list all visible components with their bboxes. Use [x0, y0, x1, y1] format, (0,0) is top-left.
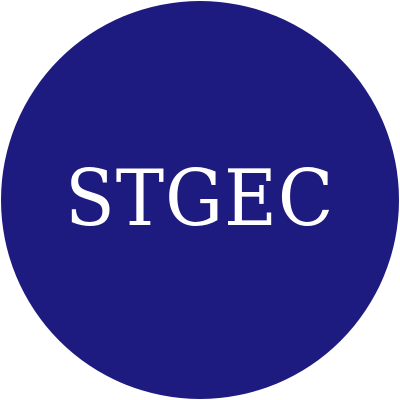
logo-text: STGEC: [65, 154, 335, 244]
